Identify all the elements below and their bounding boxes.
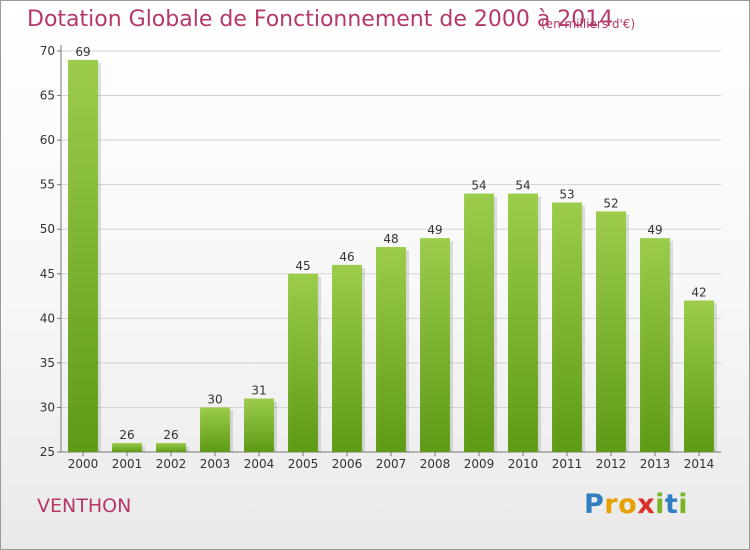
bar: [156, 443, 186, 452]
bar: [244, 398, 274, 452]
x-tick-label: 2012: [596, 457, 627, 471]
x-tick-label: 2006: [332, 457, 363, 471]
bar: [464, 193, 494, 453]
data-label: 54: [515, 179, 530, 193]
y-tick-label: 65: [40, 89, 55, 103]
logo-letter: i: [678, 489, 689, 520]
x-tick-label: 2008: [420, 457, 451, 471]
bar: [420, 238, 450, 452]
chart-title: Dotation Globale de Fonctionnement de 20…: [27, 7, 614, 32]
y-tick-label: 25: [40, 445, 55, 459]
x-tick-label: 2009: [464, 457, 495, 471]
bar: [68, 59, 98, 453]
x-tick-label: 2013: [640, 457, 671, 471]
bar: [596, 211, 626, 452]
data-label: 42: [691, 286, 706, 300]
y-tick-label: 30: [40, 400, 55, 414]
proxiti-logo[interactable]: Proxiti: [584, 489, 688, 520]
data-label: 26: [163, 428, 178, 442]
bar: [684, 300, 714, 452]
x-tick-label: 2005: [288, 457, 319, 471]
labels: 25 30 35 40 45 50 55 60 65 70 69 2000 26 2001 26 2002 30…: [40, 44, 715, 471]
data-label: 54: [471, 179, 486, 193]
x-tick-label: 2014: [684, 457, 715, 471]
x-tick-label: 2007: [376, 457, 407, 471]
data-label: 26: [119, 428, 134, 442]
bar: [112, 443, 142, 452]
y-tick-label: 60: [40, 133, 55, 147]
x-tick-label: 2011: [552, 457, 583, 471]
logo-letter: P: [584, 489, 605, 520]
y-tick-label: 40: [40, 311, 55, 325]
data-label: 30: [207, 392, 222, 406]
y-tick-label: 70: [40, 44, 55, 58]
data-label: 49: [427, 223, 442, 237]
x-tick-label: 2000: [68, 457, 99, 471]
x-tick-label: 2004: [244, 457, 275, 471]
bar: [640, 238, 670, 452]
data-label: 46: [339, 250, 354, 264]
data-label: 31: [251, 384, 266, 398]
chart-unit: (en milliers d'€): [541, 17, 636, 31]
data-label: 69: [75, 45, 90, 59]
y-tick-label: 50: [40, 222, 55, 236]
logo-letter: t: [664, 489, 679, 520]
logo-letter: r: [604, 489, 619, 520]
x-tick-label: 2010: [508, 457, 539, 471]
data-label: 49: [647, 223, 662, 237]
y-tick-label: 55: [40, 178, 55, 192]
bar: [288, 273, 318, 452]
data-label: 52: [603, 196, 618, 210]
x-tick-label: 2001: [112, 457, 143, 471]
data-label: 48: [383, 232, 398, 246]
bars: [68, 59, 717, 453]
y-tick-label: 35: [40, 356, 55, 370]
logo-letter: x: [637, 489, 656, 520]
bar: [552, 202, 582, 452]
bar: [508, 193, 538, 453]
data-label: 53: [559, 187, 574, 201]
commune-name: VENTHON: [37, 495, 132, 517]
data-label: 45: [295, 259, 310, 273]
x-tick-label: 2002: [156, 457, 187, 471]
bar: [200, 407, 230, 452]
bar: [376, 247, 406, 452]
logo-letter: i: [655, 489, 665, 520]
y-tick-label: 45: [40, 267, 55, 281]
logo-letter: o: [618, 489, 638, 520]
bar: [332, 264, 362, 452]
x-tick-label: 2003: [200, 457, 231, 471]
